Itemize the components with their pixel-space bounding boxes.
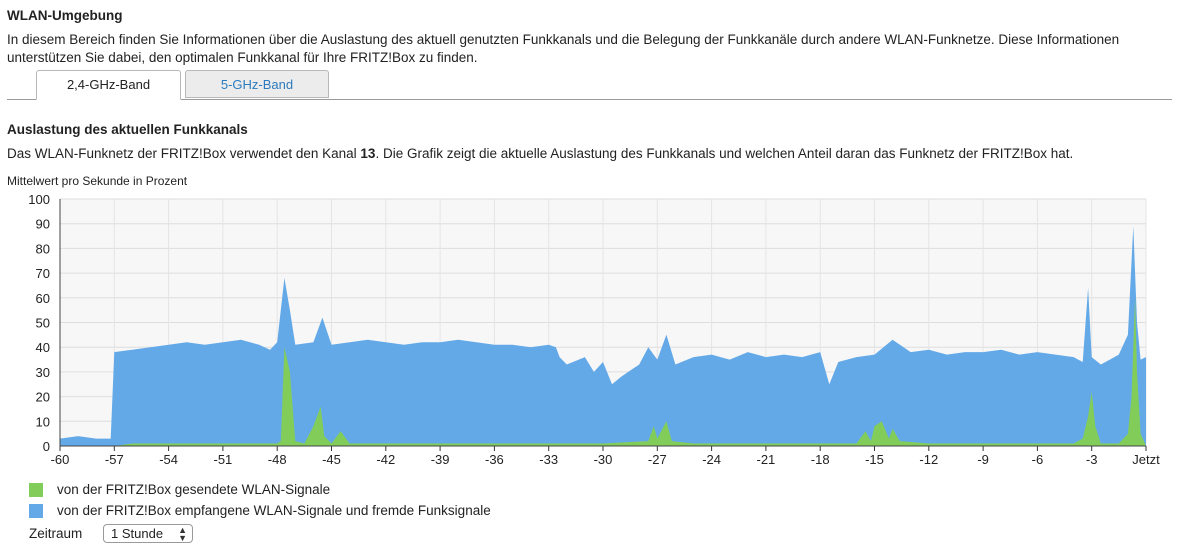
zeitraum-label: Zeitraum <box>29 526 83 541</box>
y-axis-label: Mittelwert pro Sekunde in Prozent <box>7 174 188 188</box>
x-tick-label: -3 <box>1086 452 1098 467</box>
legend-swatch-green <box>29 483 43 497</box>
zeitraum-select[interactable]: 1 Stunde ▲ ▼ <box>103 524 193 543</box>
x-tick-label: -12 <box>919 452 938 467</box>
x-tick-label: -18 <box>811 452 830 467</box>
band-tabs: 2,4-GHz-Band 5-GHz-Band <box>7 70 1172 100</box>
x-tick-label: -15 <box>865 452 884 467</box>
tab-2-4-ghz[interactable]: 2,4-GHz-Band <box>36 70 181 100</box>
y-tick-label: 80 <box>36 241 50 256</box>
select-arrows-icon: ▲ ▼ <box>178 525 187 543</box>
page-title: WLAN-Umgebung <box>7 8 123 23</box>
section-description: Das WLAN-Funknetz der FRITZ!Box verwende… <box>7 146 1073 161</box>
legend-label-received: von der FRITZ!Box empfangene WLAN-Signal… <box>57 503 491 518</box>
y-tick-label: 60 <box>36 291 50 306</box>
y-tick-label: 10 <box>36 414 50 429</box>
y-tick-label: 100 <box>28 192 50 207</box>
tab-5-ghz[interactable]: 5-GHz-Band <box>185 70 329 98</box>
zeitraum-value: 1 Stunde <box>111 526 164 541</box>
x-tick-label: -33 <box>539 452 558 467</box>
area-series-received <box>60 226 1146 446</box>
x-tick-label: -57 <box>105 452 124 467</box>
y-tick-label: 90 <box>36 217 50 232</box>
y-tick-label: 70 <box>36 266 50 281</box>
desc-after: . Die Grafik zeigt die aktuelle Auslastu… <box>375 146 1074 161</box>
x-tick-label: Jetzt <box>1132 452 1160 467</box>
x-tick-label: -39 <box>431 452 450 467</box>
y-tick-label: 50 <box>36 316 50 331</box>
y-tick-label: 0 <box>43 439 50 454</box>
x-tick-label: -30 <box>594 452 613 467</box>
x-tick-label: -9 <box>977 452 989 467</box>
x-tick-label: -45 <box>322 452 341 467</box>
legend-swatch-blue <box>29 504 43 518</box>
channel-number: 13 <box>360 146 376 161</box>
intro-text: In diesem Bereich finden Sie Information… <box>7 32 1120 65</box>
x-tick-label: -21 <box>757 452 776 467</box>
x-tick-label: -24 <box>702 452 721 467</box>
legend-label-sent: von der FRITZ!Box gesendete WLAN-Signale <box>57 482 331 497</box>
y-tick-label: 20 <box>36 390 50 405</box>
y-tick-label: 30 <box>36 365 50 380</box>
section-title: Auslastung des aktuellen Funkkanals <box>7 122 248 137</box>
x-tick-label: -42 <box>376 452 395 467</box>
x-tick-label: -54 <box>159 452 178 467</box>
x-tick-label: -36 <box>485 452 504 467</box>
x-tick-label: -27 <box>648 452 667 467</box>
x-tick-label: -51 <box>214 452 233 467</box>
desc-before: Das WLAN-Funknetz der FRITZ!Box verwende… <box>7 146 361 161</box>
y-tick-label: 40 <box>36 340 50 355</box>
channel-load-chart: 0 10 20 30 40 50 60 70 80 90 100 -60 -57 -54 -51 -48 -45… <box>28 192 1160 467</box>
x-tick-label: -48 <box>268 452 287 467</box>
x-tick-label: -6 <box>1032 452 1044 467</box>
x-tick-label: -60 <box>51 452 70 467</box>
